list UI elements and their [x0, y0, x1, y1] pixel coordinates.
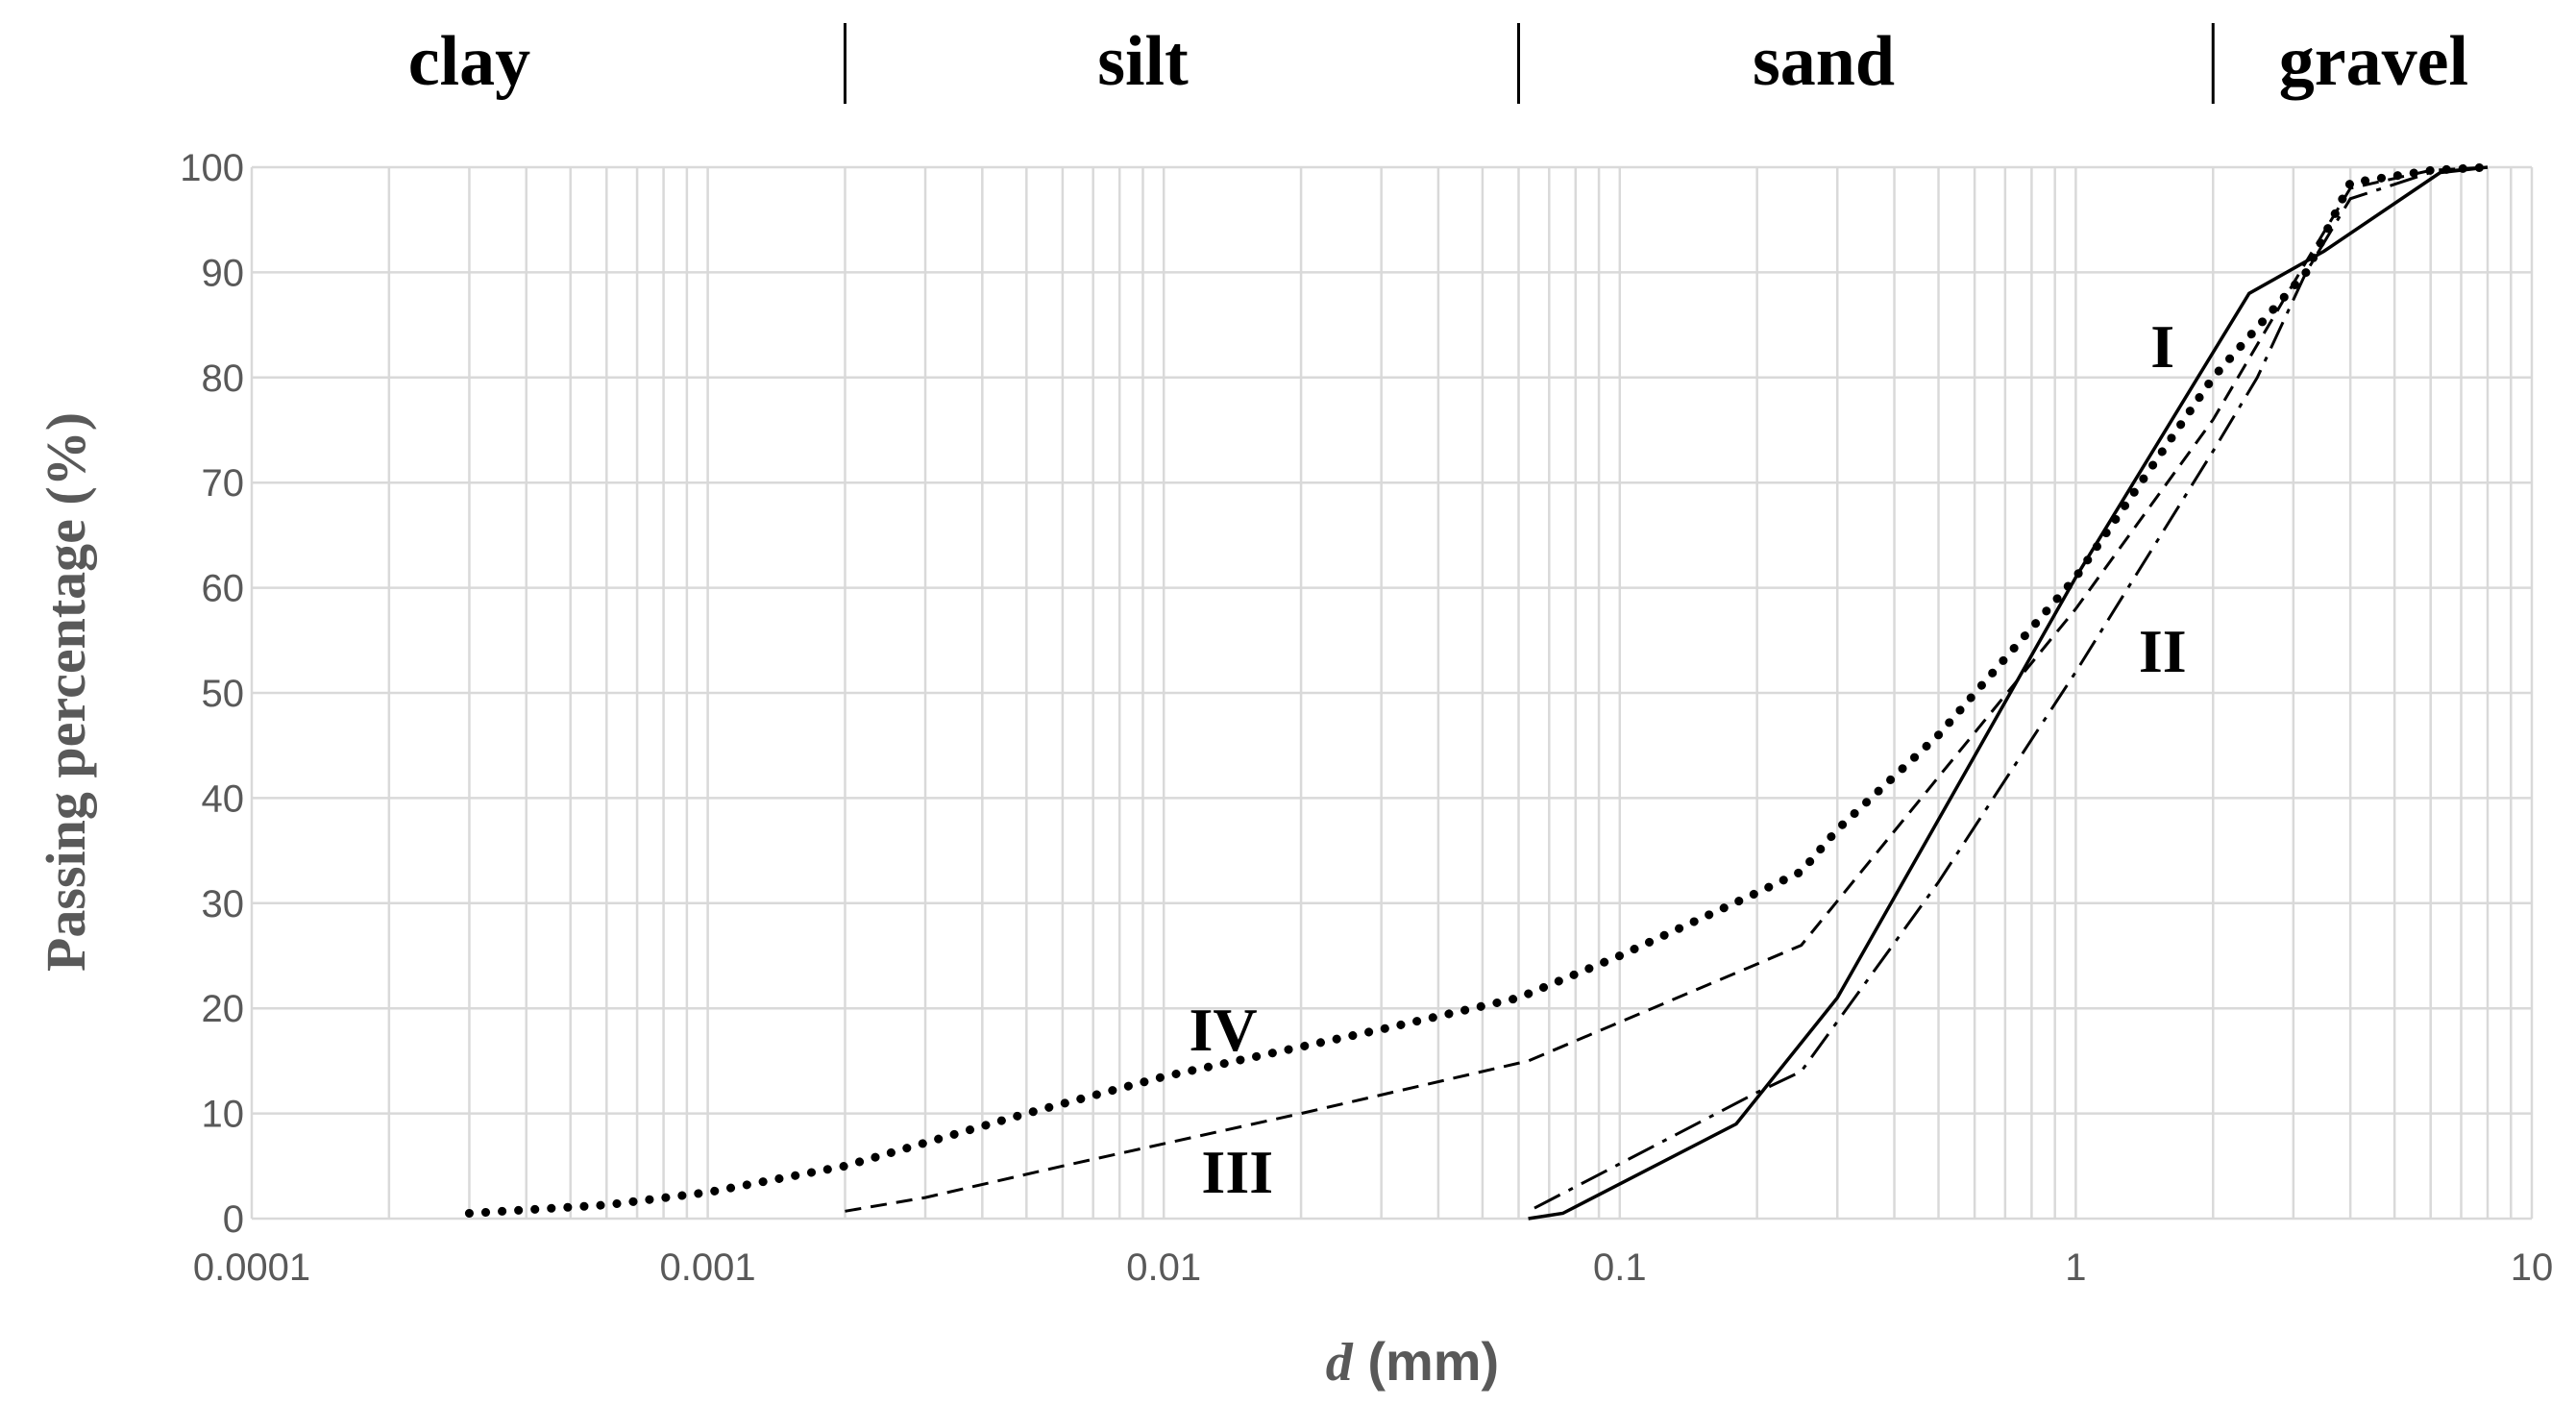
- x-tick-label: 10: [2511, 1246, 2554, 1289]
- y-tick-label: 10: [202, 1094, 245, 1136]
- curve-ii: [1533, 165, 2489, 1210]
- zone-label-silt: silt: [1097, 22, 1189, 101]
- tick-labels: 0.0001 0.001 0.01 0.1 1 100102030405060708090…: [180, 147, 2553, 1289]
- y-tick-label: 60: [202, 568, 245, 610]
- curve-iv: [464, 162, 2492, 1218]
- x-tick-label: 0.1: [1593, 1246, 1647, 1289]
- y-tick-label: 30: [202, 883, 245, 925]
- y-tick-label: 0: [223, 1198, 244, 1241]
- y-tick-label: 100: [180, 147, 244, 189]
- y-tick-label: 80: [202, 358, 245, 400]
- curve-label-ii: II: [2139, 617, 2187, 685]
- y-tick-label: 40: [202, 777, 245, 820]
- curve-i: [1528, 165, 2489, 1221]
- y-axis-label: Passing percentage (%): [35, 412, 97, 972]
- x-axis-label: d (mm): [1326, 1331, 1499, 1393]
- y-tick-label: 20: [202, 988, 245, 1030]
- y-tick-label: 50: [202, 673, 245, 715]
- x-tick-label: 0.001: [660, 1246, 756, 1289]
- curve-label-iii: III: [1201, 1138, 1273, 1206]
- zone-label-clay: clay: [408, 22, 530, 101]
- y-tick-label: 90: [202, 252, 245, 294]
- zone-label-sand: sand: [1753, 22, 1895, 101]
- y-tick-label: 70: [202, 462, 245, 505]
- grid: [250, 165, 2534, 1221]
- x-axis-label-symbol: d: [1326, 1333, 1354, 1393]
- x-tick-label: 1: [2065, 1246, 2086, 1289]
- x-tick-label: 0.01: [1126, 1246, 1201, 1289]
- x-tick-label: 0.0001: [193, 1246, 310, 1289]
- curves: [464, 162, 2492, 1221]
- soil-zones: clay silt sand gravel: [408, 22, 2468, 104]
- curve-iii: [845, 165, 2489, 1213]
- curve-label-i: I: [2150, 312, 2174, 381]
- curve-label-iv: IV: [1189, 996, 1257, 1064]
- x-axis-label-unit: (mm): [1353, 1331, 1499, 1392]
- zone-label-gravel: gravel: [2279, 22, 2468, 101]
